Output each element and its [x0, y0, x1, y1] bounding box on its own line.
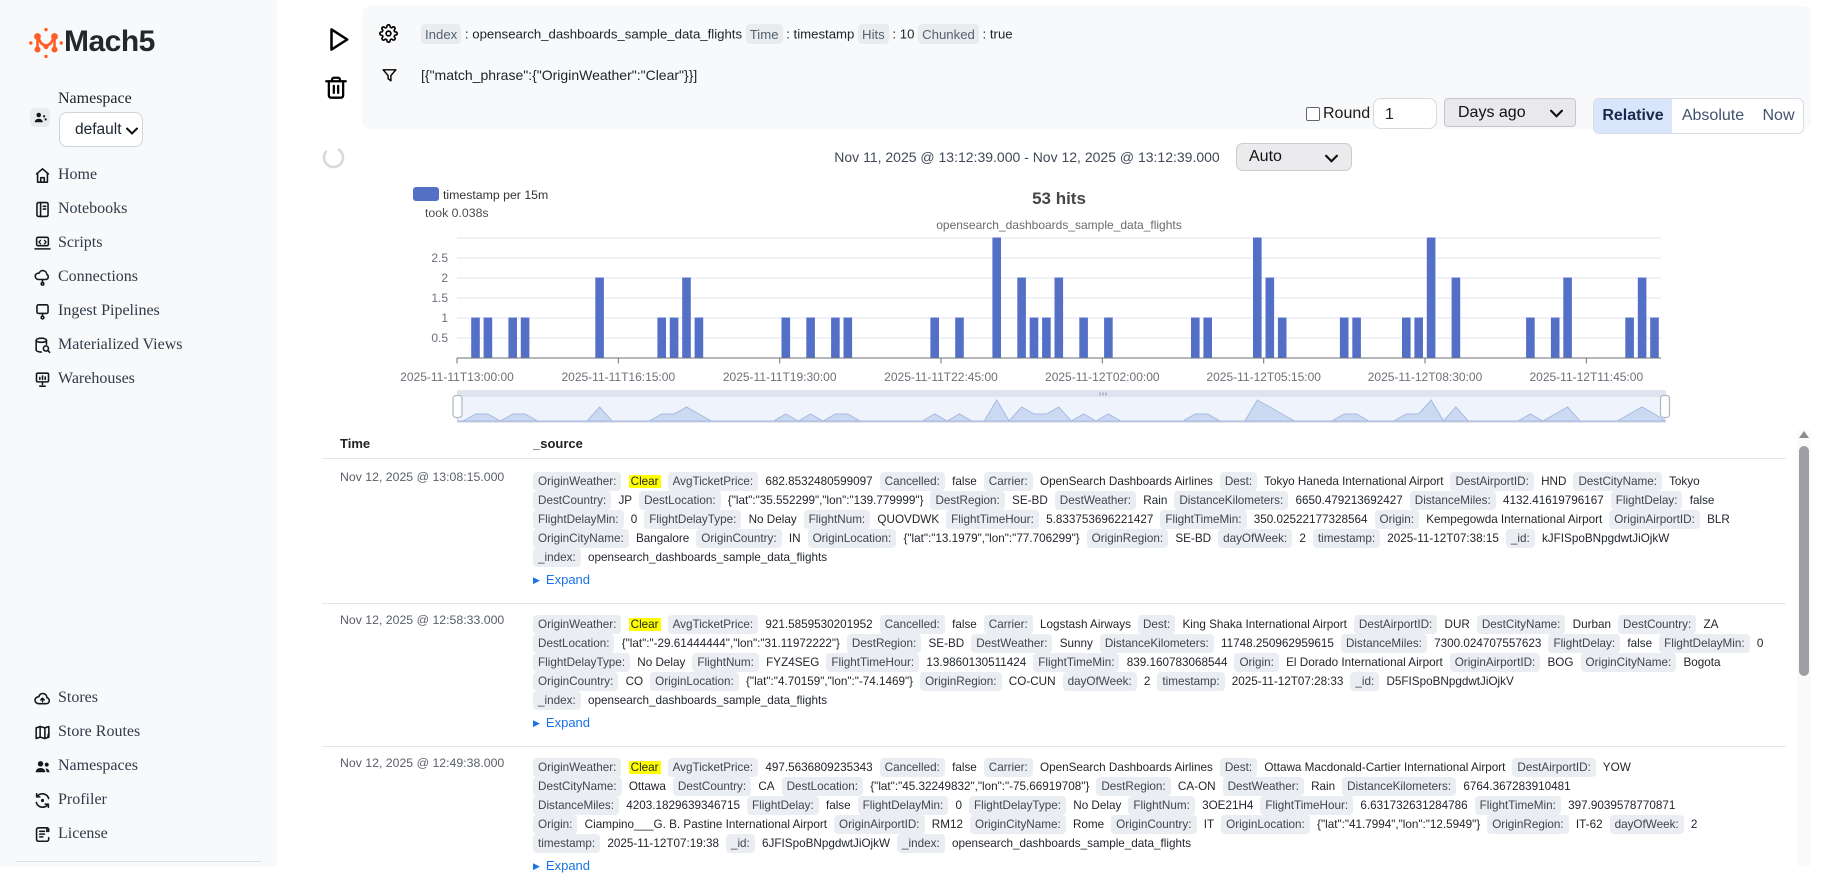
svg-text:0.5: 0.5: [431, 331, 448, 345]
svg-text:2025-11-11T22:45:00: 2025-11-11T22:45:00: [884, 370, 998, 384]
svg-text:2025-11-12T08:30:00: 2025-11-12T08:30:00: [1368, 370, 1483, 384]
svg-text:1: 1: [441, 311, 448, 325]
svg-text:2025-11-12T02:00:00: 2025-11-12T02:00:00: [1045, 370, 1160, 384]
svg-text:2025-11-11T13:00:00: 2025-11-11T13:00:00: [400, 370, 514, 384]
svg-text:2025-11-12T11:45:00: 2025-11-12T11:45:00: [1529, 370, 1643, 384]
svg-text:2025-11-12T05:15:00: 2025-11-12T05:15:00: [1206, 370, 1321, 384]
svg-text:2025-11-11T19:30:00: 2025-11-11T19:30:00: [723, 370, 837, 384]
svg-text:1.5: 1.5: [431, 291, 448, 305]
svg-text:2.5: 2.5: [431, 251, 448, 265]
svg-text:2025-11-11T16:15:00: 2025-11-11T16:15:00: [561, 370, 675, 384]
svg-text:2: 2: [441, 271, 448, 285]
